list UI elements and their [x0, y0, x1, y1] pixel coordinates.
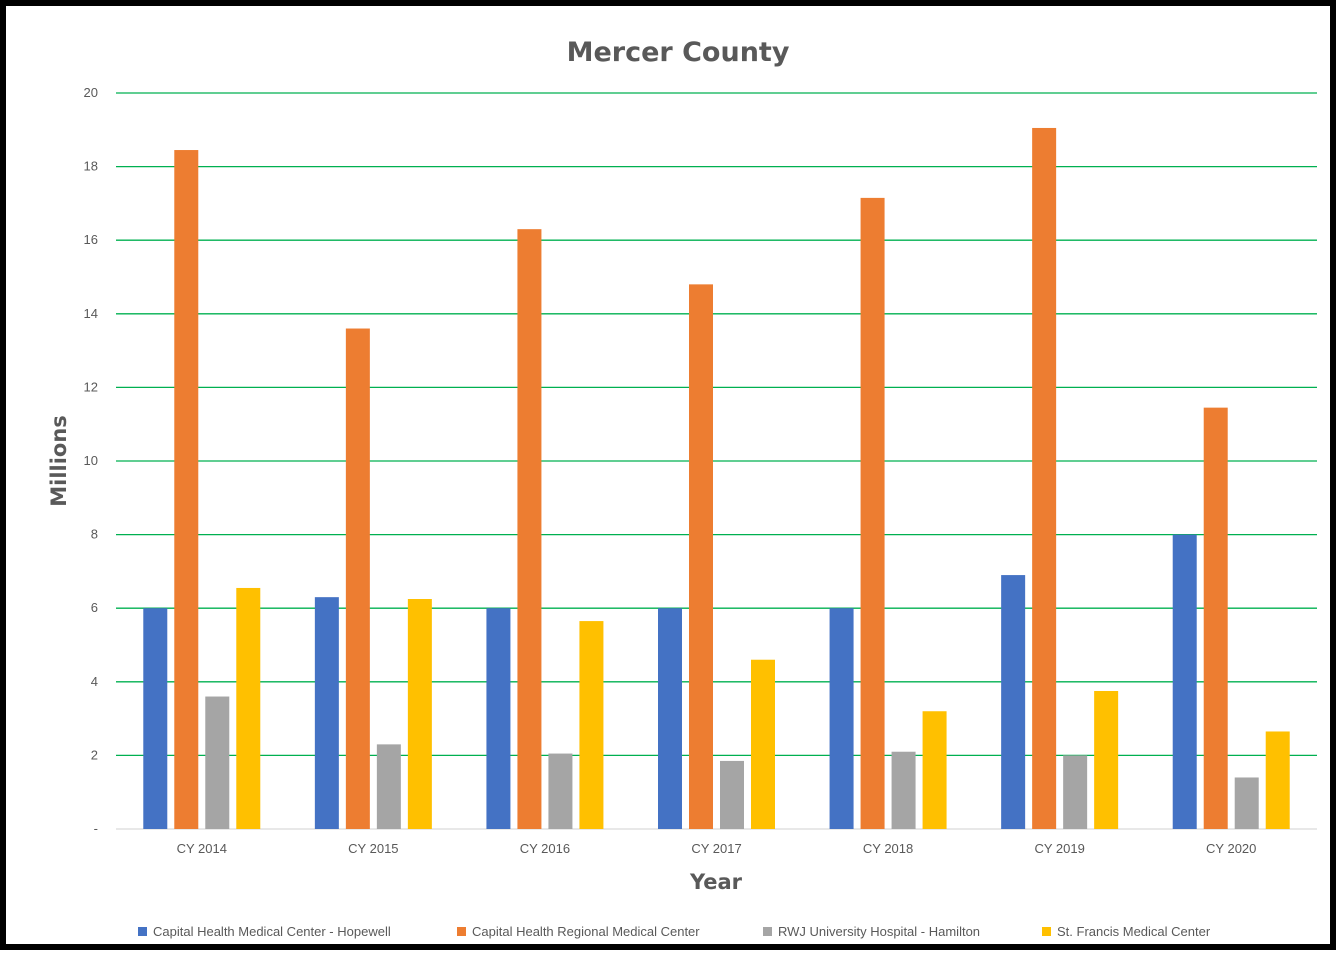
legend-label: Capital Health Regional Medical Center [472, 924, 700, 939]
bar-1-2 [314, 597, 339, 829]
y-tick-label: 20 [84, 85, 98, 100]
bar-4-5 [922, 711, 947, 829]
legend-label: RWJ University Hospital - Hamilton [778, 924, 980, 939]
x-tick-label: CY 2020 [1206, 841, 1256, 856]
legend-swatch [138, 927, 147, 936]
y-axis-title: Millions [47, 415, 71, 507]
bar-3-4 [720, 760, 744, 829]
bar-1-3 [486, 608, 511, 829]
bar-3-7 [1234, 777, 1259, 829]
bar-4-1 [236, 587, 261, 829]
bar-2-6 [1032, 127, 1057, 829]
bar-3-2 [376, 744, 401, 829]
y-axis-ticks: - 2 4 6 8 10 12 14 16 18 20 [84, 85, 98, 836]
x-tick-label: CY 2015 [348, 841, 398, 856]
x-tick-label: CY 2019 [1034, 841, 1084, 856]
bar-1-6 [1001, 575, 1026, 829]
x-tick-label: CY 2017 [691, 841, 741, 856]
bar-4-2 [407, 599, 432, 829]
gridlines [116, 92, 1317, 830]
bar-3-5 [891, 751, 916, 829]
x-tick-label: CY 2014 [177, 841, 227, 856]
bar-2-1 [174, 150, 199, 830]
legend-swatch [457, 927, 466, 936]
y-tick-label: 10 [84, 453, 98, 468]
x-axis-ticks: CY 2014 CY 2015 CY 2016 CY 2017 CY 2018 CY 20… [177, 841, 1257, 856]
y-tick-label: 6 [91, 600, 98, 615]
bar-1-1 [143, 608, 168, 829]
y-tick-label: 14 [84, 306, 98, 321]
bar-2-3 [517, 229, 542, 829]
legend-swatch [1042, 927, 1051, 936]
x-tick-label: CY 2018 [863, 841, 913, 856]
bar-1-7 [1172, 534, 1197, 829]
legend-swatch [763, 927, 772, 936]
bar-4-3 [579, 621, 604, 829]
bar-2-5 [860, 197, 885, 829]
bar-4-6 [1094, 691, 1119, 829]
legend-label: Capital Health Medical Center - Hopewell [153, 924, 391, 939]
chart-title: Mercer County [567, 37, 790, 68]
y-tick-label: 4 [91, 674, 98, 689]
legend-label: St. Francis Medical Center [1057, 924, 1211, 939]
x-tick-label: CY 2016 [520, 841, 570, 856]
bar-3-1 [205, 696, 230, 829]
bar-1-4 [658, 608, 682, 829]
legend: Capital Health Medical Center - Hopewell… [138, 924, 1211, 939]
bar-2-4 [689, 284, 713, 829]
bar-2-7 [1203, 407, 1228, 829]
bars [143, 127, 1290, 830]
bar-2-2 [345, 328, 370, 829]
bar-3-6 [1063, 755, 1088, 829]
bar-4-7 [1265, 731, 1290, 829]
bar-1-5 [829, 608, 854, 829]
x-axis-title: Year [689, 870, 743, 894]
y-tick-label: 12 [84, 379, 98, 394]
y-tick-label: 8 [91, 527, 98, 542]
bar-4-4 [751, 659, 775, 829]
y-tick-label: 2 [91, 747, 98, 762]
y-tick-label: 16 [84, 232, 98, 247]
y-tick-label: - [94, 821, 98, 836]
bar-3-3 [548, 753, 573, 829]
y-tick-label: 18 [84, 159, 98, 174]
